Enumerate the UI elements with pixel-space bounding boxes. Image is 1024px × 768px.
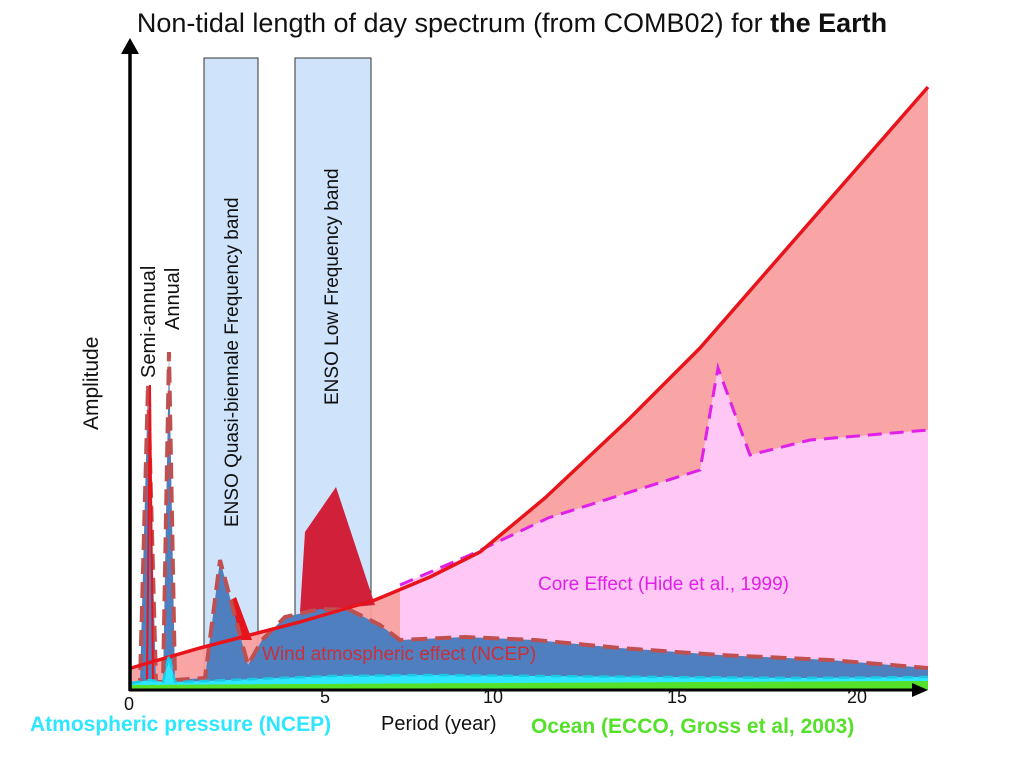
core-effect-fill [400,368,928,690]
x-tick-15: 15 [667,687,688,707]
title-bold: the Earth [770,8,888,38]
title-text: Non-tidal length of day spectrum (from C… [136,8,771,38]
ocean-fill [131,681,928,690]
atmospheric-pressure-fill [131,655,928,690]
total-spectrum-line [130,85,930,670]
enso-quasi-biennale-band [203,57,259,691]
atmospheric-pressure-label: Atmospheric pressure (NCEP) [30,713,332,736]
x-tick-20: 20 [847,687,868,707]
wind-effect-label: Wind atmospheric effect (NCEP) [262,644,537,665]
ocean-label: Ocean (ECCO, Gross et al, 2003) [531,715,855,738]
x-tick-0: 0 [124,694,135,714]
x-axis-arrow [912,683,928,697]
core-effect-label: Core Effect (Hide et al., 1999) [538,574,789,595]
semi-annual-label: Semi-annual [138,265,160,378]
x-tick-5: 5 [320,687,331,707]
x-tick-10: 10 [483,687,504,707]
annual-label: Annual [162,267,184,330]
enso-low-frequency-peak [300,487,375,612]
y-axis-arrow [121,38,139,54]
enso-quasi-biennale-label: ENSO Quasi-biennale Frequency band [222,197,243,527]
diagram-title: Non-tidal length of day spectrum (from C… [0,8,1024,39]
wind-effect-fill [131,352,928,690]
x-axis-label: Period (year) [381,713,497,735]
atmospheric-pressure-line [130,654,929,685]
semi-annual-peak [146,384,154,683]
enso-low-frequency-label: ENSO Low Frequency band [322,168,343,405]
y-axis-label: Amplitude [80,336,103,430]
